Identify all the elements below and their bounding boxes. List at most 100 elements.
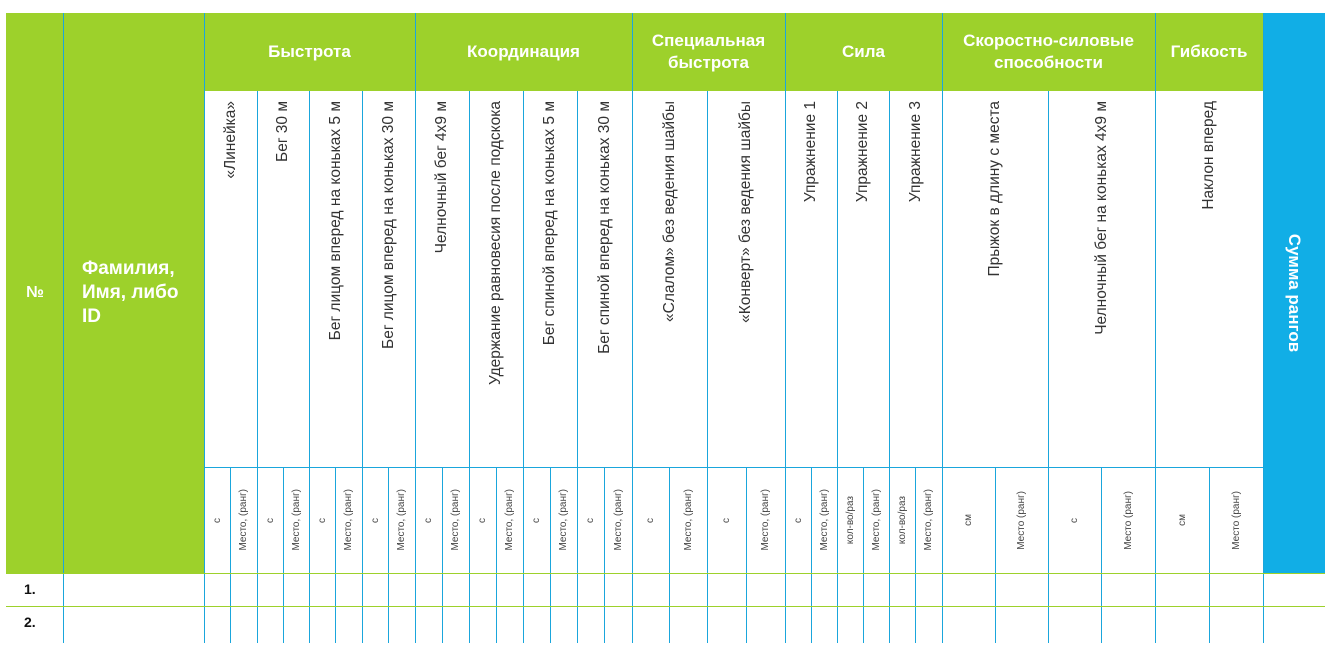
name-column-header: Фамилия, Имя, либо ID: [64, 13, 204, 573]
grid-line: [388, 467, 389, 643]
unit-header: Место, (ранг): [283, 467, 309, 573]
test-label: Бег лицом вперед на коньках 30 м: [379, 101, 397, 349]
unit-label: Место, (ранг): [238, 489, 249, 551]
unit-header: с: [632, 467, 669, 573]
unit-label: см: [963, 514, 974, 526]
unit-label: Место, (ранг): [870, 489, 882, 551]
grid-line: [1209, 467, 1210, 643]
grid-line: [309, 91, 310, 643]
test-label: Упражнение 2: [854, 101, 871, 203]
group-label: быстрота: [668, 53, 749, 72]
grid-line: [577, 91, 578, 643]
test-header: Челночный бег на коньках 4х9 м: [1048, 91, 1155, 467]
unit-header: Место, (ранг): [496, 467, 523, 573]
grid-line: [785, 13, 786, 643]
unit-header: Место, (ранг): [388, 467, 415, 573]
unit-label: Место, (ранг): [343, 489, 354, 551]
unit-header: кол-во/раз: [837, 467, 863, 573]
unit-label: с: [792, 517, 804, 523]
unit-label: с: [477, 517, 488, 523]
grid-line: [523, 91, 524, 643]
grid-line: [604, 467, 605, 643]
test-header: «Линейка»: [204, 91, 257, 467]
unit-label: с: [316, 517, 328, 523]
unit-label: с: [1069, 517, 1080, 523]
test-label: Удержание равновесия после подскока: [487, 101, 504, 386]
unit-label: Место, (ранг): [923, 489, 934, 551]
grid-line: [335, 467, 336, 643]
unit-label: Место, (ранг): [818, 489, 830, 551]
test-header: Упражнение 3: [889, 91, 942, 467]
unit-label: с: [211, 517, 223, 523]
unit-header: с: [362, 467, 388, 573]
grid-line: [863, 467, 864, 643]
unit-header: Место, (ранг): [811, 467, 837, 573]
unit-header: Место, (ранг): [863, 467, 889, 573]
unit-header: Место, (ранг): [442, 467, 469, 573]
unit-label: с: [423, 517, 434, 523]
unit-header: с: [577, 467, 604, 573]
test-label: Бег лицом вперед на коньках 5 м: [326, 101, 344, 341]
unit-header: с: [707, 467, 746, 573]
unit-label: кол-во/раз: [896, 495, 908, 545]
grid-line: [811, 467, 812, 643]
grid-line: [746, 467, 747, 643]
grid-line: [230, 467, 231, 643]
unit-header: Место, (ранг): [604, 467, 632, 573]
test-header: «Слалом» без ведения шайбы: [632, 91, 707, 467]
group-label: Гибкость: [1170, 42, 1248, 61]
unit-label: Место, (ранг): [682, 489, 694, 551]
group-label: Координация: [467, 42, 580, 61]
test-header: Наклон вперед: [1155, 91, 1263, 467]
header-body: [204, 91, 1263, 573]
test-label: Наклон вперед: [1200, 101, 1217, 210]
group-label: Специальная: [651, 31, 766, 50]
unit-header: кол-во/раз: [889, 467, 915, 573]
unit-label: с: [645, 517, 656, 523]
unit-header: Место, (ранг): [335, 467, 362, 573]
test-label: Челночный бег на коньках 4х9 м: [1092, 101, 1110, 335]
group-header-speed: Быстрота: [204, 13, 415, 91]
grid-line: [942, 13, 943, 643]
number-header-label: №: [26, 284, 44, 301]
unit-label: Место (ранг): [1016, 490, 1027, 550]
grid-line: [889, 91, 890, 643]
test-header: Бег лицом вперед на коньках 30 м: [362, 91, 415, 467]
group-header-coordination: Координация: [415, 13, 632, 91]
test-header: Бег спиной вперед на коньках 5 м: [523, 91, 577, 467]
test-label: Упражнение 3: [906, 101, 924, 203]
unit-label: Место, (ранг): [504, 489, 515, 551]
grid-line: [1048, 91, 1049, 643]
unit-header: Место, (ранг): [746, 467, 785, 573]
unit-label: см: [1176, 514, 1188, 526]
test-label: Бег спиной вперед на коньках 30 м: [595, 101, 613, 354]
sum-header-label: Сумма рангов: [1285, 233, 1305, 353]
test-label: Челночный бег 4х9 м: [433, 101, 450, 254]
test-header: Упражнение 2: [837, 91, 889, 467]
unit-header: Место, (ранг): [550, 467, 577, 573]
name-header-line: ID: [82, 306, 101, 327]
group-label: Сила: [842, 42, 885, 61]
unit-header: см: [942, 467, 995, 573]
unit-label: Место (ранг): [1230, 490, 1242, 550]
grid-line: [496, 467, 497, 643]
group-header-strength: Сила: [785, 13, 942, 91]
unit-label: с: [585, 517, 596, 523]
row-separator: [6, 606, 1325, 607]
grid-line: [283, 467, 284, 643]
unit-header: Место (ранг): [995, 467, 1048, 573]
grid-line: [415, 13, 416, 643]
grid-line: [204, 13, 205, 643]
row-number: 1.: [24, 581, 36, 597]
test-label: Бег 30 м: [274, 101, 291, 162]
test-header: «Конверт» без ведения шайбы: [707, 91, 785, 467]
grid-line: [204, 467, 1263, 468]
grid-line: [632, 13, 633, 643]
unit-header: Место (ранг): [1101, 467, 1155, 573]
unit-header: с: [204, 467, 230, 573]
test-header: Прыжок в длину с места: [942, 91, 1048, 467]
grid-line: [362, 91, 363, 643]
test-header: Бег спиной вперед на коньках 30 м: [577, 91, 632, 467]
grid-line: [915, 467, 916, 643]
group-label: Скоростно-силовые: [963, 31, 1134, 50]
